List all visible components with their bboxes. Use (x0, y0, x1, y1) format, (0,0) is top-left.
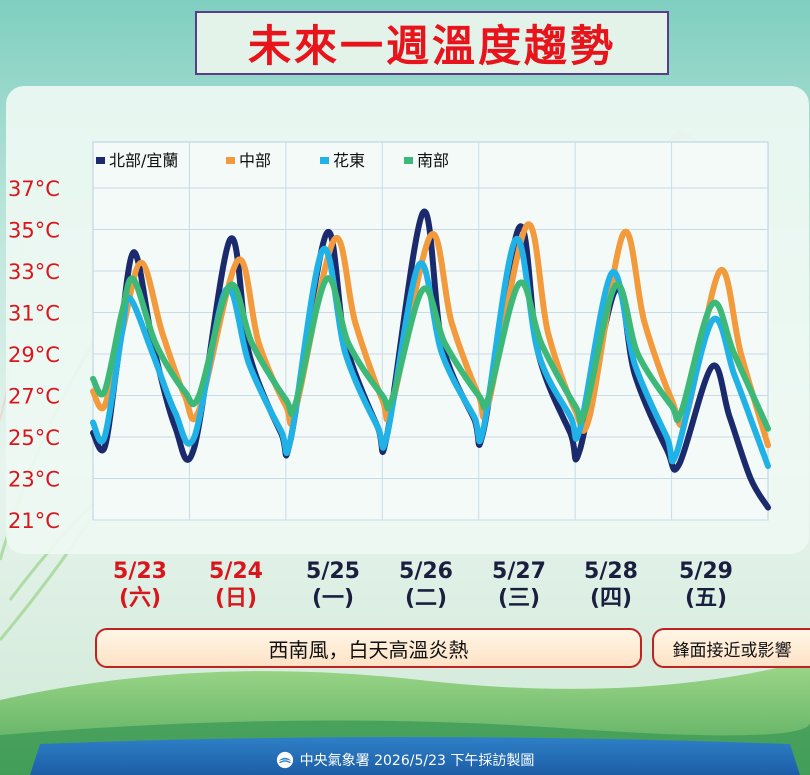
agency-logo-icon (276, 751, 293, 768)
legend-swatch (96, 157, 105, 164)
legend-label: 北部/宜蘭 (109, 151, 178, 170)
legend-label: 中部 (239, 151, 271, 170)
footer: 中央氣象署 2026/5/23 下午採訪製圖 (0, 744, 810, 775)
date-label: 5/28 (四) (576, 558, 646, 612)
legend-label: 花東 (333, 151, 365, 170)
weekday-text: (一) (311, 586, 355, 611)
legend-swatch (320, 157, 329, 164)
footer-credit: 中央氣象署 2026/5/23 下午採訪製圖 (299, 752, 535, 769)
date-label: 5/27 (三) (484, 558, 554, 612)
y-tick-label: 27°C (8, 385, 60, 409)
y-tick-label: 29°C (8, 343, 60, 367)
water-strip (30, 737, 800, 775)
main-weather-text: 西南風，白天高溫炎熱 (268, 637, 469, 662)
title-box: 未來一週溫度趨勢 (195, 11, 669, 75)
legend-label: 南部 (417, 151, 449, 170)
weekday-text: (四) (589, 586, 633, 611)
legend-swatch (226, 157, 235, 164)
y-tick-label: 33°C (8, 260, 60, 284)
temperature-chart: 21°C 23°C 25°C 27°C 29°C 31°C 33°C 35°C 37°C 北部/… (8, 141, 771, 533)
y-tick-label: 21°C (8, 509, 60, 533)
chart-grid (92, 141, 769, 521)
weekday-text: (三) (497, 586, 541, 611)
weekday-text: (日) (214, 586, 258, 611)
weekday-text: (二) (404, 586, 448, 611)
date-text: 5/28 (584, 559, 638, 584)
side-weather-text: 鋒面接近或影響 (672, 640, 792, 661)
page-title: 未來一週溫度趨勢 (248, 22, 616, 72)
chart-legend: 北部/宜蘭 中部 花東 南部 (96, 151, 449, 170)
y-tick-label: 25°C (8, 426, 60, 450)
legend-swatch (404, 157, 413, 164)
series-line-4 (90, 275, 771, 432)
date-text: 5/24 (209, 559, 263, 584)
series-line-2 (90, 221, 771, 449)
plot-area (92, 141, 769, 521)
series-line-3 (90, 235, 771, 469)
date-text: 5/26 (399, 559, 453, 584)
main-weather-banner: 西南風，白天高溫炎熱 (95, 628, 642, 668)
series-line-1 (90, 208, 771, 511)
weekday-text: (六) (118, 586, 162, 611)
y-tick-label: 31°C (8, 302, 60, 326)
date-label: 5/25 (一) (298, 558, 368, 612)
y-tick-label: 37°C (8, 177, 60, 201)
date-label: 5/26 (二) (391, 558, 461, 612)
date-label: 5/29 (五) (671, 558, 741, 612)
chart-series (90, 208, 771, 511)
y-tick-label: 23°C (8, 468, 60, 492)
y-axis-labels: 21°C 23°C 25°C 27°C 29°C 31°C 33°C 35°C 37°C (8, 177, 60, 533)
weekday-text: (五) (684, 586, 728, 611)
date-label: 5/23 (六) (105, 558, 175, 612)
y-tick-label: 35°C (8, 219, 60, 243)
date-text: 5/29 (679, 559, 733, 584)
date-text: 5/23 (113, 559, 167, 584)
date-label: 5/24 (日) (201, 558, 271, 612)
side-weather-banner: 鋒面接近或影響 (652, 628, 810, 668)
date-text: 5/27 (492, 559, 546, 584)
date-text: 5/25 (306, 559, 360, 584)
